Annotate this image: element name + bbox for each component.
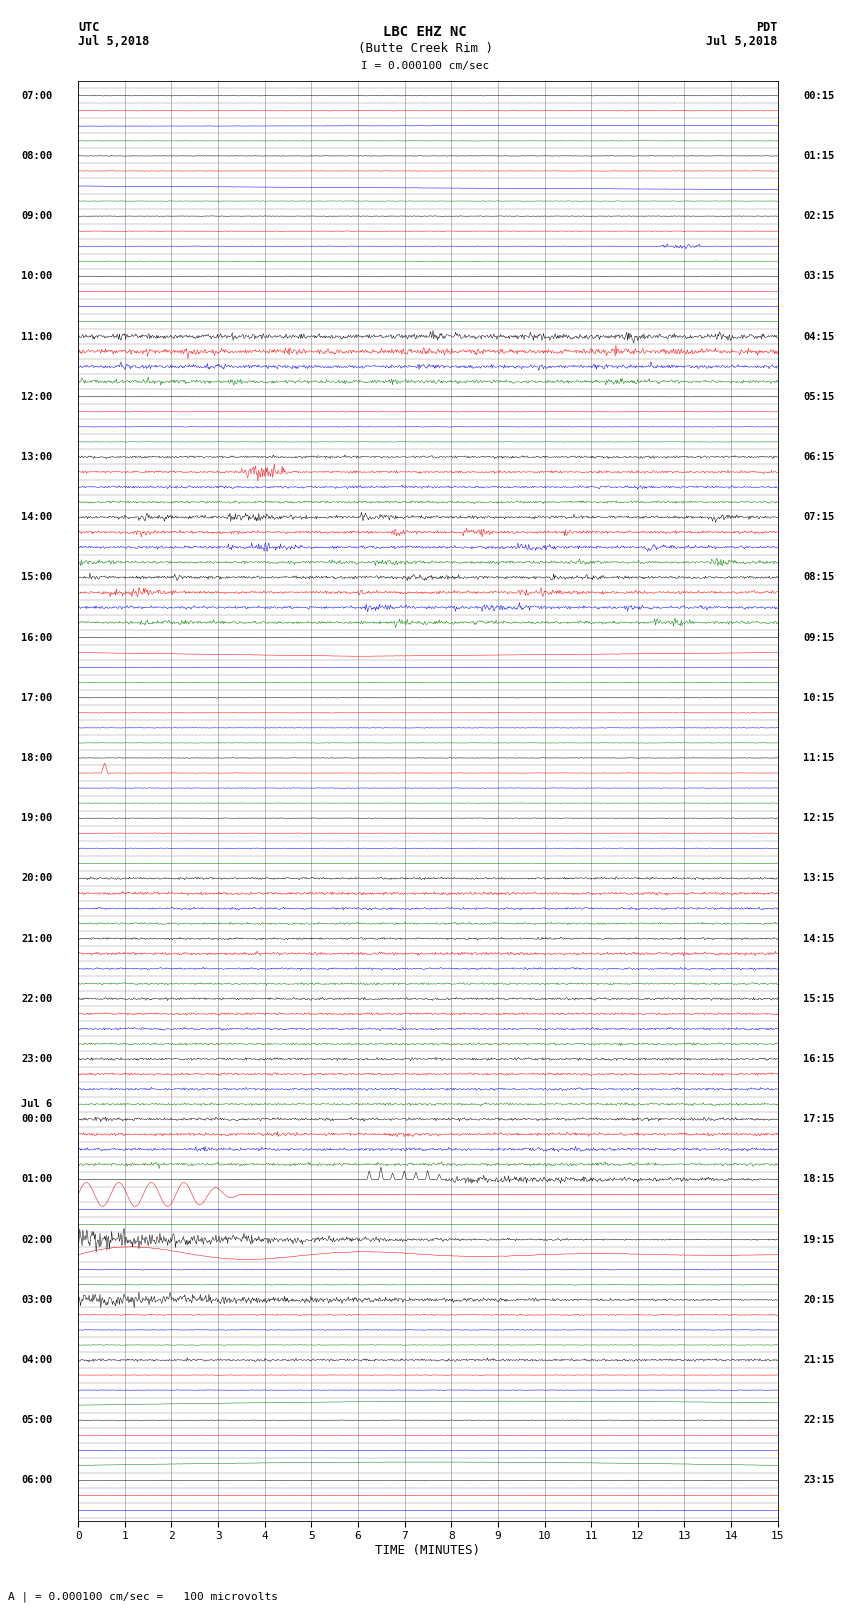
Text: 21:15: 21:15 xyxy=(803,1355,835,1365)
Text: Jul 5,2018: Jul 5,2018 xyxy=(78,35,150,48)
Text: 05:00: 05:00 xyxy=(21,1415,53,1426)
Text: 00:00: 00:00 xyxy=(21,1115,53,1124)
Text: 06:15: 06:15 xyxy=(803,452,835,461)
Text: 17:00: 17:00 xyxy=(21,692,53,703)
Text: 17:15: 17:15 xyxy=(803,1115,835,1124)
Text: 12:00: 12:00 xyxy=(21,392,53,402)
Text: 13:00: 13:00 xyxy=(21,452,53,461)
Text: 07:15: 07:15 xyxy=(803,513,835,523)
Text: Jul 5,2018: Jul 5,2018 xyxy=(706,35,778,48)
Text: 20:15: 20:15 xyxy=(803,1295,835,1305)
Text: 18:15: 18:15 xyxy=(803,1174,835,1184)
Text: 15:15: 15:15 xyxy=(803,994,835,1003)
Text: 06:00: 06:00 xyxy=(21,1476,53,1486)
Text: 23:15: 23:15 xyxy=(803,1476,835,1486)
Text: 22:15: 22:15 xyxy=(803,1415,835,1426)
Text: 05:15: 05:15 xyxy=(803,392,835,402)
Text: 23:00: 23:00 xyxy=(21,1053,53,1065)
X-axis label: TIME (MINUTES): TIME (MINUTES) xyxy=(376,1544,480,1557)
Text: 08:15: 08:15 xyxy=(803,573,835,582)
Text: 02:15: 02:15 xyxy=(803,211,835,221)
Text: 20:00: 20:00 xyxy=(21,873,53,884)
Text: 01:00: 01:00 xyxy=(21,1174,53,1184)
Text: UTC: UTC xyxy=(78,21,99,34)
Text: I = 0.000100 cm/sec: I = 0.000100 cm/sec xyxy=(361,61,489,71)
Text: 19:00: 19:00 xyxy=(21,813,53,823)
Text: 07:00: 07:00 xyxy=(21,90,53,100)
Text: 08:00: 08:00 xyxy=(21,152,53,161)
Text: 09:15: 09:15 xyxy=(803,632,835,642)
Text: 11:00: 11:00 xyxy=(21,332,53,342)
Text: 03:15: 03:15 xyxy=(803,271,835,281)
Text: 19:15: 19:15 xyxy=(803,1234,835,1245)
Text: 14:15: 14:15 xyxy=(803,934,835,944)
Text: Jul 6: Jul 6 xyxy=(21,1098,53,1110)
Text: PDT: PDT xyxy=(756,21,778,34)
Text: 10:00: 10:00 xyxy=(21,271,53,281)
Text: 04:15: 04:15 xyxy=(803,332,835,342)
Text: 22:00: 22:00 xyxy=(21,994,53,1003)
Text: LBC EHZ NC: LBC EHZ NC xyxy=(383,26,467,39)
Text: 09:00: 09:00 xyxy=(21,211,53,221)
Text: 10:15: 10:15 xyxy=(803,692,835,703)
Text: 16:15: 16:15 xyxy=(803,1053,835,1065)
Text: 13:15: 13:15 xyxy=(803,873,835,884)
Text: 18:00: 18:00 xyxy=(21,753,53,763)
Text: 03:00: 03:00 xyxy=(21,1295,53,1305)
Text: 14:00: 14:00 xyxy=(21,513,53,523)
Text: A | = 0.000100 cm/sec =   100 microvolts: A | = 0.000100 cm/sec = 100 microvolts xyxy=(8,1592,279,1602)
Text: 12:15: 12:15 xyxy=(803,813,835,823)
Text: 16:00: 16:00 xyxy=(21,632,53,642)
Text: 00:15: 00:15 xyxy=(803,90,835,100)
Text: 01:15: 01:15 xyxy=(803,152,835,161)
Text: 15:00: 15:00 xyxy=(21,573,53,582)
Text: 11:15: 11:15 xyxy=(803,753,835,763)
Text: 02:00: 02:00 xyxy=(21,1234,53,1245)
Text: 21:00: 21:00 xyxy=(21,934,53,944)
Text: 04:00: 04:00 xyxy=(21,1355,53,1365)
Text: (Butte Creek Rim ): (Butte Creek Rim ) xyxy=(358,42,492,55)
